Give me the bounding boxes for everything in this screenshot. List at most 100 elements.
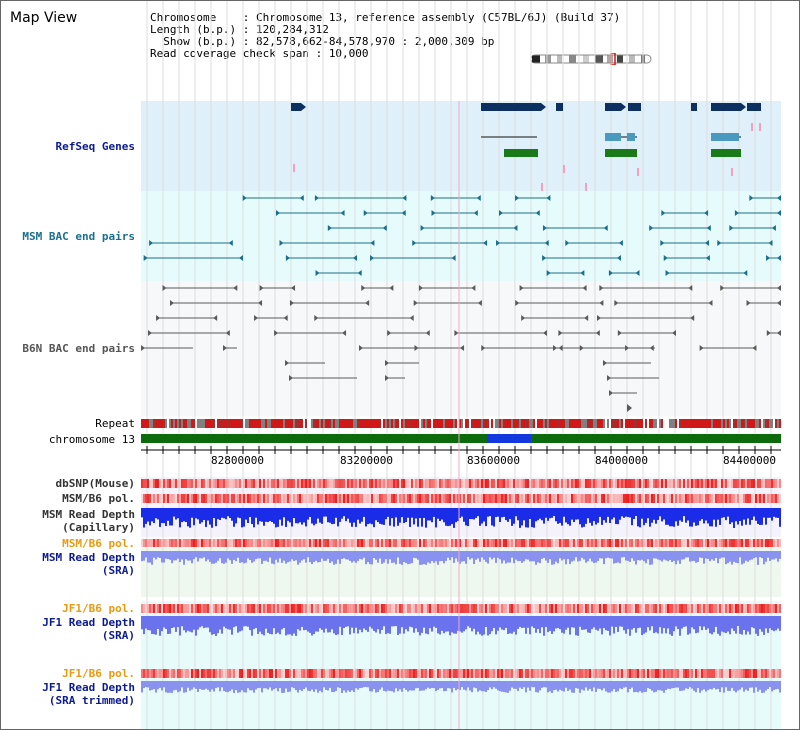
msm-pol-cell bbox=[365, 494, 367, 503]
msm-pol-cell bbox=[579, 494, 581, 503]
msm-depth-sra-bar bbox=[277, 551, 279, 563]
jf1-pol2-cell bbox=[753, 669, 755, 678]
jf1-pol2-cell bbox=[433, 669, 435, 678]
jf1-pol-cell bbox=[637, 604, 639, 613]
jf1-depth-sra-bar bbox=[193, 616, 195, 630]
jf1-pol-cell bbox=[181, 604, 183, 613]
msm-depth-cap-bar bbox=[605, 508, 607, 523]
jf1-depth-trim-bar bbox=[617, 681, 619, 692]
jf1-pol-cell bbox=[443, 604, 445, 613]
jf1-pol-cell bbox=[281, 604, 283, 613]
msm-depth-sra-bar bbox=[201, 551, 203, 559]
msm-depth-cap-bar bbox=[725, 508, 727, 521]
repeat-block bbox=[587, 419, 589, 428]
jf1-pol-cell bbox=[657, 604, 659, 613]
jf1-depth-trim-bar bbox=[717, 681, 719, 689]
msm-depth-cap-bar bbox=[283, 508, 285, 518]
msm-depth-sra-bar bbox=[753, 551, 755, 559]
dbsnp-cell bbox=[409, 479, 411, 488]
msm-pol-cell bbox=[151, 494, 153, 503]
jf1-depth-trim-bar bbox=[145, 681, 147, 688]
jf1-depth-sra-bar bbox=[441, 616, 443, 631]
msm-depth-sra-bar bbox=[231, 551, 233, 564]
jf1-depth-trim-label[interactable]: JF1 Read Depth (SRA trimmed) bbox=[3, 681, 135, 707]
gene-feature bbox=[605, 103, 621, 111]
jf1-depth-sra-bar bbox=[385, 616, 387, 635]
msm-bac-label[interactable]: MSM BAC end pairs bbox=[22, 230, 135, 243]
msm-depth-sra-bar bbox=[339, 551, 341, 564]
msm-pol2-cell bbox=[457, 539, 459, 547]
msm-pol2-cell bbox=[703, 539, 705, 547]
b6n-bac-pair-end bbox=[777, 285, 781, 291]
jf1-pol2-cell bbox=[143, 669, 145, 678]
msm-pol2-cell bbox=[247, 539, 249, 547]
msm-b6-pol-label-2[interactable]: MSM/B6 pol. bbox=[62, 537, 135, 550]
jf1-depth-sra-bar bbox=[521, 616, 523, 628]
msm-depth-cap-bar bbox=[553, 508, 555, 517]
b6n-bac-label[interactable]: B6N BAC end pairs bbox=[22, 342, 135, 355]
jf1-depth-trim-bar bbox=[423, 681, 425, 691]
jf1-b6-pol-label-2[interactable]: JF1/B6 pol. bbox=[62, 667, 135, 680]
jf1-depth-sra-bar bbox=[659, 616, 661, 628]
jf1-depth-sra-bar bbox=[747, 616, 749, 632]
jf1-pol2-cell bbox=[717, 669, 719, 678]
jf1-depth-sra-label[interactable]: JF1 Read Depth (SRA) bbox=[3, 616, 135, 642]
msm-depth-sra-bar bbox=[169, 551, 171, 560]
jf1-depth-trim-bar bbox=[701, 681, 703, 691]
msm-b6-pol-label-1[interactable]: MSM/B6 pol. bbox=[62, 492, 135, 505]
jf1-pol-cell bbox=[669, 604, 671, 613]
msm-depth-cap-bar bbox=[277, 508, 279, 527]
msm-pol2-cell bbox=[625, 539, 627, 547]
msm-pol2-cell bbox=[381, 539, 383, 547]
b6n-bac-pair-end bbox=[515, 300, 520, 306]
msm-depth-cap-bar bbox=[641, 508, 643, 519]
jf1-pol2-cell bbox=[257, 669, 259, 678]
jf1-b6-pol-label-1[interactable]: JF1/B6 pol. bbox=[62, 602, 135, 615]
repeat-block bbox=[623, 419, 625, 428]
refseq-genes-label[interactable]: RefSeq Genes bbox=[55, 140, 135, 153]
msm-depth-cap-bar bbox=[443, 508, 445, 523]
repeat-block bbox=[279, 419, 281, 428]
jf1-pol2-cell bbox=[619, 669, 621, 678]
msm-pol-cell bbox=[577, 494, 579, 503]
msm-pol2-cell bbox=[243, 539, 245, 547]
jf1-depth-trim-bar bbox=[239, 681, 241, 693]
dbsnp-label[interactable]: dbSNP(Mouse) bbox=[55, 477, 135, 490]
repeat-block bbox=[301, 419, 303, 428]
msm-pol-cell bbox=[399, 494, 401, 503]
jf1-depth-sra-bar bbox=[359, 616, 361, 630]
jf1-pol-cell bbox=[571, 604, 573, 613]
dbsnp-cell bbox=[751, 479, 753, 488]
repeat-block bbox=[473, 419, 475, 428]
repeat-block bbox=[617, 419, 619, 428]
jf1-depth-trim-bar bbox=[507, 681, 509, 693]
dbsnp-cell bbox=[591, 479, 593, 488]
jf1-pol2-cell bbox=[643, 669, 645, 678]
jf1-depth-trim-bar bbox=[401, 681, 403, 692]
msm-pol-cell bbox=[249, 494, 251, 503]
msm-pol2-cell bbox=[161, 539, 163, 547]
jf1-pol-cell bbox=[733, 604, 735, 613]
msm-depth-cap-bar bbox=[239, 508, 241, 519]
msm-pol2-cell bbox=[159, 539, 161, 547]
jf1-pol-cell bbox=[245, 604, 247, 613]
jf1-depth-trim-bar bbox=[779, 681, 781, 693]
repeat-block bbox=[687, 419, 689, 428]
jf1-pol2-cell bbox=[763, 669, 765, 678]
msm-depth-sra-label[interactable]: MSM Read Depth (SRA) bbox=[3, 551, 135, 577]
dbsnp-cell bbox=[517, 479, 519, 488]
jf1-depth-sra-bar bbox=[765, 616, 767, 629]
msm-pol-cell bbox=[515, 494, 517, 503]
msm-depth-capillary-label[interactable]: MSM Read Depth (Capillary) bbox=[3, 508, 135, 534]
jf1-depth-sra-bar bbox=[509, 616, 511, 634]
dbsnp-cell bbox=[281, 479, 283, 488]
msm-pol-cell bbox=[289, 494, 291, 503]
jf1-depth-sra-bar bbox=[417, 616, 419, 633]
msm-depth-sra-line2: (SRA) bbox=[101, 564, 135, 577]
repeat-block bbox=[299, 419, 301, 428]
msm-depth-sra-bar bbox=[717, 551, 719, 564]
dbsnp-cell bbox=[425, 479, 427, 488]
dbsnp-cell bbox=[601, 479, 603, 488]
jf1-pol2-cell bbox=[489, 669, 491, 678]
